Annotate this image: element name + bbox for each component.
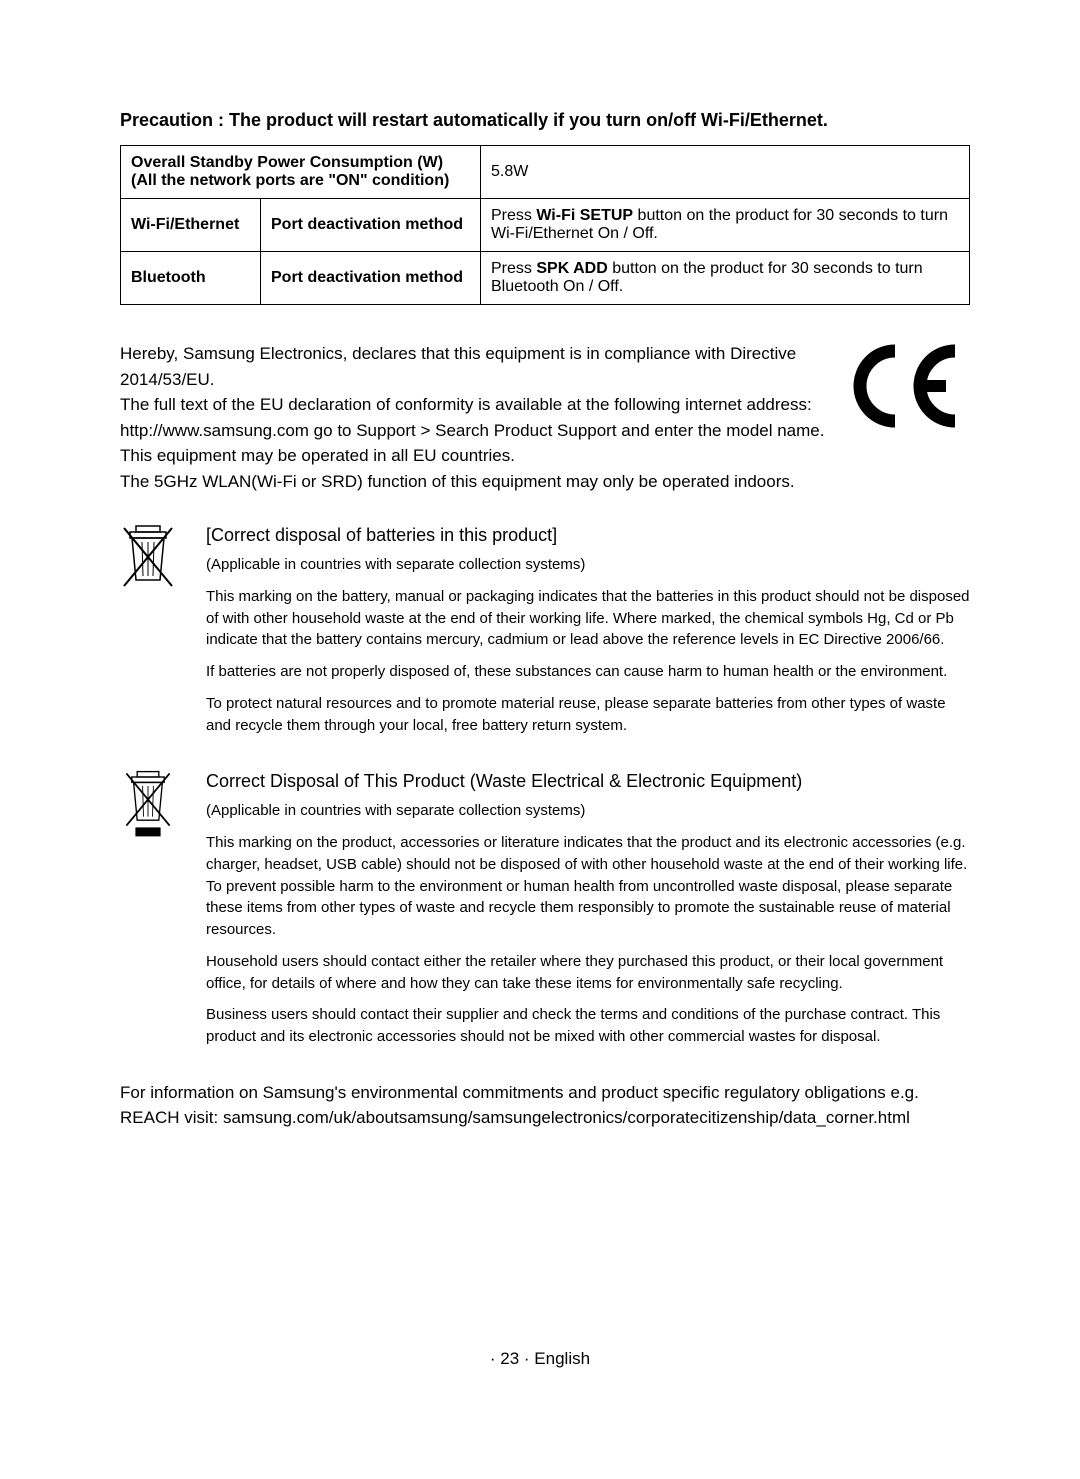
bluetooth-label: Bluetooth [121, 252, 261, 305]
table-cell: Overall Standby Power Consumption (W) (A… [121, 146, 481, 199]
standby-power-value: 5.8W [481, 146, 970, 199]
spk-add-bold: SPK ADD [536, 260, 607, 277]
wifi-ethernet-label: Wi-Fi/Ethernet [121, 199, 261, 252]
wifi-deactivation-instructions: Press Wi-Fi SETUP button on the product … [481, 199, 970, 252]
standby-power-label-line1: Overall Standby Power Consumption (W) [131, 154, 443, 171]
page-footer: · 23 · English [0, 1349, 1080, 1369]
battery-disposal-p1: This marking on the battery, manual or p… [206, 586, 970, 651]
declaration-p4: The 5GHz WLAN(Wi-Fi or SRD) function of … [120, 469, 832, 495]
port-deactivation-label: Port deactivation method [261, 199, 481, 252]
text: Press [491, 207, 536, 224]
declaration-p3: This equipment may be operated in all EU… [120, 443, 832, 469]
port-deactivation-label: Port deactivation method [261, 252, 481, 305]
declaration-text: Hereby, Samsung Electronics, declares th… [120, 341, 850, 494]
environmental-info: For information on Samsung's environment… [120, 1080, 970, 1131]
wifi-setup-bold: Wi-Fi SETUP [536, 207, 633, 224]
battery-disposal-p3: To protect natural resources and to prom… [206, 693, 970, 737]
text: Press [491, 260, 536, 277]
standby-power-label-line2: (All the network ports are "ON" conditio… [131, 172, 449, 189]
declaration-p1: Hereby, Samsung Electronics, declares th… [120, 341, 832, 392]
product-disposal-section: Correct Disposal of This Product (Waste … [120, 768, 970, 1058]
eu-declaration-section: Hereby, Samsung Electronics, declares th… [120, 341, 970, 494]
power-consumption-table: Overall Standby Power Consumption (W) (A… [120, 145, 970, 305]
product-disposal-title: Correct Disposal of This Product (Waste … [206, 768, 970, 794]
crossed-bin-bar-icon [120, 768, 176, 840]
product-disposal-subtitle: (Applicable in countries with separate c… [206, 800, 970, 822]
battery-disposal-section: [Correct disposal of batteries in this p… [120, 522, 970, 746]
ce-mark-icon [850, 341, 970, 431]
product-disposal-p3: Business users should contact their supp… [206, 1004, 970, 1048]
battery-disposal-p2: If batteries are not properly disposed o… [206, 661, 970, 683]
declaration-p2: The full text of the EU declaration of c… [120, 392, 832, 443]
battery-disposal-subtitle: (Applicable in countries with separate c… [206, 554, 970, 576]
product-disposal-p2: Household users should contact either th… [206, 951, 970, 995]
product-disposal-p1: This marking on the product, accessories… [206, 832, 970, 941]
bluetooth-deactivation-instructions: Press SPK ADD button on the product for … [481, 252, 970, 305]
precaution-heading: Precaution : The product will restart au… [120, 110, 970, 131]
crossed-bin-icon [120, 522, 176, 594]
battery-disposal-title: [Correct disposal of batteries in this p… [206, 522, 970, 548]
